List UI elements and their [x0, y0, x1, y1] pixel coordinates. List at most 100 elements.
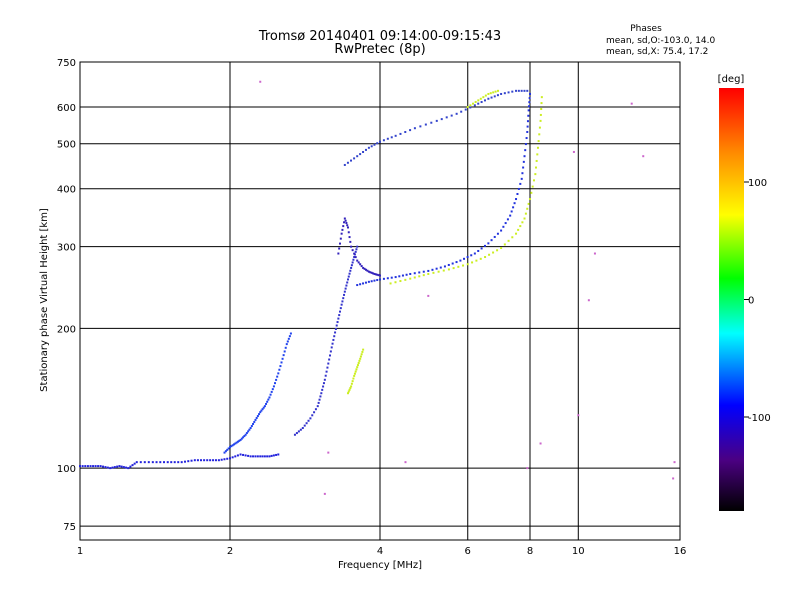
data-point [120, 465, 123, 468]
data-point [247, 454, 250, 457]
data-point [209, 459, 212, 462]
data-point [307, 419, 310, 422]
data-point [343, 163, 346, 166]
data-point [359, 263, 362, 266]
data-point [642, 155, 645, 158]
data-point [390, 276, 393, 279]
y-tick-label: 400 [57, 185, 76, 196]
data-point [214, 459, 217, 462]
data-point [170, 461, 173, 464]
data-point [79, 465, 81, 468]
data-point [483, 99, 486, 102]
data-point [379, 278, 381, 281]
data-point [496, 232, 499, 235]
data-point [527, 114, 530, 117]
data-point [155, 461, 158, 464]
data-point [106, 466, 109, 469]
data-point [309, 417, 312, 420]
data-point [272, 454, 275, 457]
data-point [490, 96, 493, 99]
data-point [526, 467, 529, 470]
data-point [413, 276, 416, 279]
data-point [507, 91, 510, 94]
data-point [362, 150, 365, 153]
data-point [528, 101, 531, 104]
data-point [526, 89, 529, 92]
data-point [341, 228, 344, 231]
data-point [250, 425, 253, 428]
data-point [398, 275, 401, 278]
data-point [159, 461, 162, 464]
data-point [362, 282, 365, 285]
data-point [480, 101, 483, 104]
data-point [479, 257, 482, 260]
data-point [503, 243, 506, 246]
data-point [362, 348, 365, 351]
data-point [439, 266, 442, 269]
data-point [520, 177, 523, 180]
data-point [399, 280, 402, 283]
data-point [239, 453, 242, 456]
data-point [206, 459, 209, 462]
stats-title: Phases [630, 24, 662, 34]
data-point [245, 432, 248, 435]
data-point [350, 266, 353, 269]
data-point [370, 280, 373, 283]
data-point [522, 166, 525, 169]
data-point [367, 270, 370, 273]
data-point [480, 247, 483, 250]
data-point [343, 290, 346, 293]
data-point [340, 303, 343, 306]
data-point [526, 120, 529, 123]
data-point [131, 464, 134, 467]
data-point [223, 458, 226, 461]
y-tick-label: 100 [57, 464, 76, 475]
data-point [538, 126, 541, 129]
data-point [334, 331, 337, 334]
data-point [328, 358, 331, 361]
data-point [349, 387, 352, 390]
data-point [477, 102, 480, 105]
data-point [527, 109, 530, 112]
data-point [320, 392, 323, 395]
data-point [262, 406, 265, 409]
data-point [229, 446, 231, 449]
data-point [477, 99, 480, 102]
data-point [517, 89, 520, 92]
data-point [367, 146, 370, 149]
data-point [529, 198, 531, 201]
data-point [84, 465, 87, 468]
data-point [506, 218, 509, 221]
data-point [231, 444, 234, 447]
data-point [342, 297, 345, 300]
data-point [345, 284, 348, 287]
data-point [418, 275, 421, 278]
data-point [517, 187, 520, 190]
data-point [430, 121, 433, 124]
data-point [242, 453, 245, 456]
data-point [183, 460, 186, 463]
data-point [538, 133, 541, 136]
data-point [463, 257, 466, 260]
data-point [536, 153, 539, 156]
data-point [347, 390, 350, 393]
data-point [457, 265, 460, 268]
data-point [473, 252, 476, 255]
data-point [109, 467, 112, 470]
data-point [341, 300, 344, 303]
data-point [238, 439, 241, 442]
data-point [450, 114, 453, 117]
data-point [359, 357, 362, 360]
data-point [338, 314, 341, 317]
data-point [413, 272, 416, 275]
data-point [347, 231, 350, 234]
data-point [336, 321, 339, 324]
data-point [249, 455, 252, 458]
data-point [469, 106, 472, 109]
data-point [511, 236, 514, 239]
data-point [278, 368, 281, 371]
data-point [325, 370, 328, 373]
data-point [311, 414, 314, 417]
axis-ticks: 1 2 4 6 8 10 16 75 100 200 300 400 500 600 750 [57, 58, 686, 557]
data-point [113, 466, 116, 469]
